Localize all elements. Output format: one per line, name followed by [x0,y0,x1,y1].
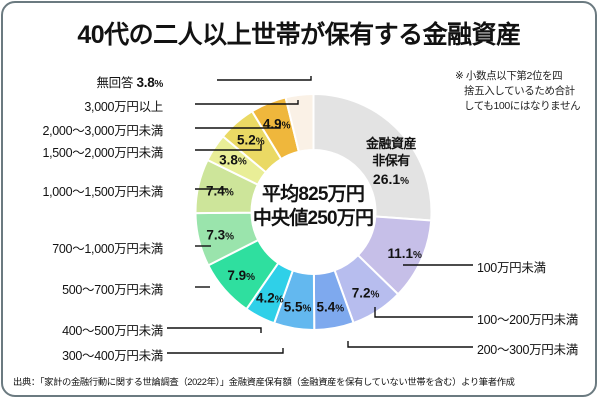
category-label-left: 300〜400万円未満 [62,345,163,364]
leader-line [347,341,473,348]
category-label-right: 100万円未満 [477,261,546,275]
category-label-right: 100〜200万円未満 [477,313,578,327]
rounding-note: ※ 小数点以下第2位を四 捨五入しているため合計 しても100にはなりません [455,69,595,115]
segment-percent-label: 7.3% [206,228,234,243]
category-label-right: 200〜300万円未満 [477,343,578,357]
segment-percent-label: 7.9% [227,268,255,283]
note-line-1: ※ 小数点以下第2位を四 [455,70,563,82]
category-label-text: 500〜700万円未満 [62,283,163,297]
note-line-3: しても100にはなりません [464,100,581,113]
leader-line [167,327,262,333]
donut-segment[interactable] [312,92,433,222]
source-citation: 出典：「家計の金融行動に関する世論調査（2022年）」金融資産保有額（金融資産を… [13,377,515,387]
gray-label-line2: 非保有 [372,152,410,168]
category-label-left: 1,000〜1,500万円未満 [42,181,163,200]
category-label-left: 500〜700万円未満 [62,279,163,298]
segment-label-non-holders: 金融資産 非保有 26.1% [343,136,439,188]
category-label-left: 2,000〜3,000万円未満 [42,120,163,139]
center-median: 中央値250万円 [252,207,374,229]
gray-label-value: 26.1% [372,170,410,187]
category-label-text: 無回答 [96,76,134,90]
center-average: 平均825万円 [261,184,365,205]
donut-chart: 11.1% 7.2% 5.4% 5.5%4.2%7.9% 7.3% 7.4% 3.8% 5.2… [167,76,473,354]
category-label-text: 2,000〜3,000万円未満 [42,124,163,138]
category-label-text: 1,500〜2,000万円未満 [42,146,163,160]
leader-line [195,144,262,151]
category-label-text: 400〜500万円未満 [62,324,163,338]
gray-label-line1: 金融資産 [365,136,417,151]
segment-percent-label: 3.8% [219,153,247,168]
category-label-left: 3,000万円以上 [84,96,163,115]
category-label-text: 1,000〜1,500万円未満 [42,185,163,199]
segment-percent-label: 5.5% [284,300,312,315]
segment-percent-label: 7.4% [206,184,234,199]
donut-segment[interactable] [284,92,315,153]
category-label-text: 300〜400万円未満 [62,349,163,363]
category-label-left: 1,500〜2,000万円未満 [42,142,163,161]
category-label-left: 無回答 3.8% [96,72,163,91]
note-line-2: 捨五入しているため合計 [464,85,575,98]
category-label-left: 700〜1,000万円未満 [52,238,163,257]
category-label-text: 3,000万円以上 [84,100,163,114]
page-title: 40代の二人以上世帯が保有する金融資産 [77,21,521,49]
leader-line [195,121,281,129]
donut-center-text: 平均825万円 中央値250万円 [231,183,395,231]
segment-percent-label: 5.2% [237,132,265,147]
leader-line [167,348,284,354]
category-label-text: 700〜1,000万円未満 [52,242,163,256]
leader-line [217,76,312,81]
segment-percent-label: 11.1% [388,246,423,261]
leader-line [374,307,473,318]
leader-line [195,100,299,105]
segment-percent-label: 4.2% [256,290,284,305]
segment-percent-label: 5.4% [316,300,344,315]
category-label-left: 400〜500万円未満 [62,320,163,339]
segment-percent-label: 7.2% [352,286,380,301]
category-percent-inline: 3.8% [133,75,164,90]
